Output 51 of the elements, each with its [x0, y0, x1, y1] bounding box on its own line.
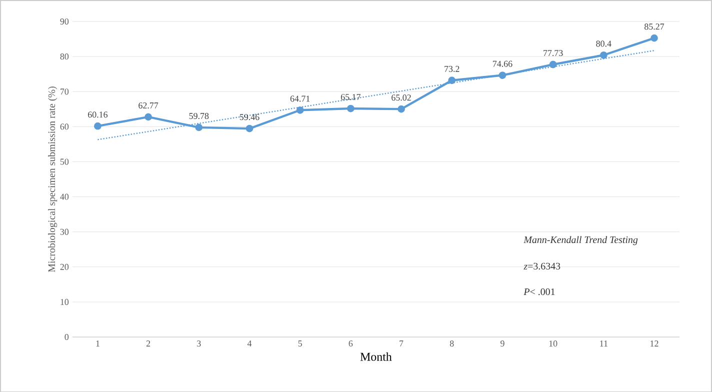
- x-tick-label: 4: [247, 340, 252, 346]
- point: [195, 124, 203, 131]
- point: [144, 113, 152, 120]
- y-tick-label: 10: [60, 298, 69, 305]
- point: [549, 60, 557, 68]
- y-tick-label: 60: [60, 123, 69, 130]
- y-tick-label: 0: [64, 334, 69, 340]
- data-label: 65.02: [392, 94, 411, 100]
- y-tick-label: 30: [60, 228, 69, 235]
- data-label: 73.2: [444, 66, 460, 72]
- annotation: P< .001: [524, 288, 555, 295]
- x-tick-label: 3: [197, 340, 201, 346]
- data-label: 65.17: [340, 94, 360, 100]
- point: [296, 106, 304, 114]
- y-tick-label: 40: [60, 194, 69, 200]
- x-tick-label: 7: [400, 340, 404, 346]
- x-tick-label: 5: [298, 340, 302, 346]
- point: [346, 104, 354, 112]
- data-label: 74.66: [492, 60, 512, 67]
- annotation: z=3.6343: [524, 262, 560, 270]
- data-label: 80.4: [596, 40, 612, 47]
- y-tick-label: 90: [60, 18, 69, 24]
- point: [448, 76, 456, 84]
- y-tick-label: 20: [60, 264, 69, 270]
- x-tick-label: 8: [450, 340, 454, 346]
- x-axis-title: Month: [360, 352, 392, 361]
- data-label: 77.73: [544, 50, 563, 56]
- point: [650, 34, 658, 42]
- x-tick-label: 11: [600, 340, 608, 346]
- data-label: 60.16: [88, 111, 108, 118]
- x-tick-label: 9: [500, 340, 504, 346]
- x-tick-label: 6: [348, 340, 353, 346]
- x-tick-label: 12: [650, 340, 658, 346]
- data-label: 59.46: [240, 114, 260, 120]
- y-tick-label: 50: [60, 158, 69, 165]
- data-label: 59.78: [189, 112, 209, 119]
- point: [94, 122, 102, 130]
- data-label: 64.71: [290, 95, 310, 102]
- x-tick-label: 10: [549, 340, 558, 346]
- x-tick-label: 2: [146, 340, 150, 346]
- data-label: 62.77: [138, 102, 158, 108]
- annotation: Mann-Kendall Trend Testing: [524, 236, 638, 245]
- point: [246, 124, 254, 132]
- point: [600, 51, 608, 59]
- point: [398, 105, 405, 113]
- y-axis-title: Microbiological specimen submission rate (%): [48, 86, 58, 272]
- y-tick-label: 70: [60, 88, 69, 94]
- x-tick-label: 1: [96, 340, 100, 346]
- y-tick-label: 80: [60, 53, 69, 60]
- point: [498, 71, 506, 79]
- data-label: 85.27: [644, 23, 664, 30]
